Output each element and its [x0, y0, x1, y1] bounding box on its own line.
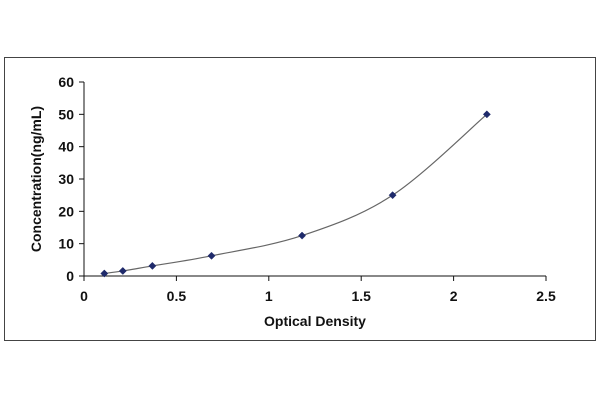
data-point-marker — [148, 261, 157, 270]
y-ticks: 0 10 20 30 40 50 60 — [58, 74, 84, 284]
y-tick-label: 40 — [58, 139, 74, 155]
x-tick-label: 0 — [80, 288, 88, 304]
data-point-marker — [207, 251, 216, 260]
x-axis-label: Optical Density — [264, 313, 366, 329]
y-tick-label: 50 — [58, 106, 74, 122]
data-point-marker — [100, 269, 109, 278]
x-tick-label: 2.5 — [536, 288, 556, 304]
y-tick-label: 30 — [58, 171, 74, 187]
y-axis-label: Concentration(ng/mL) — [28, 106, 44, 252]
x-tick-label: 2 — [450, 288, 458, 304]
x-tick-label: 0.5 — [167, 288, 187, 304]
data-point-marker — [388, 191, 397, 200]
y-tick-label: 20 — [58, 203, 74, 219]
fit-curve-line — [104, 113, 488, 275]
x-tick-label: 1 — [265, 288, 273, 304]
data-point-marker — [118, 267, 127, 275]
x-tick-label: 1.5 — [351, 288, 371, 304]
data-point-marker — [482, 110, 491, 119]
y-tick-label: 60 — [58, 74, 74, 90]
chart-border — [4, 57, 596, 341]
y-tick-label: 0 — [66, 268, 74, 284]
x-ticks: 0 0.5 1 1.5 2 2.5 — [80, 276, 556, 304]
data-point-marker — [298, 231, 307, 240]
y-tick-label: 10 — [58, 236, 74, 252]
data-points — [100, 110, 491, 278]
